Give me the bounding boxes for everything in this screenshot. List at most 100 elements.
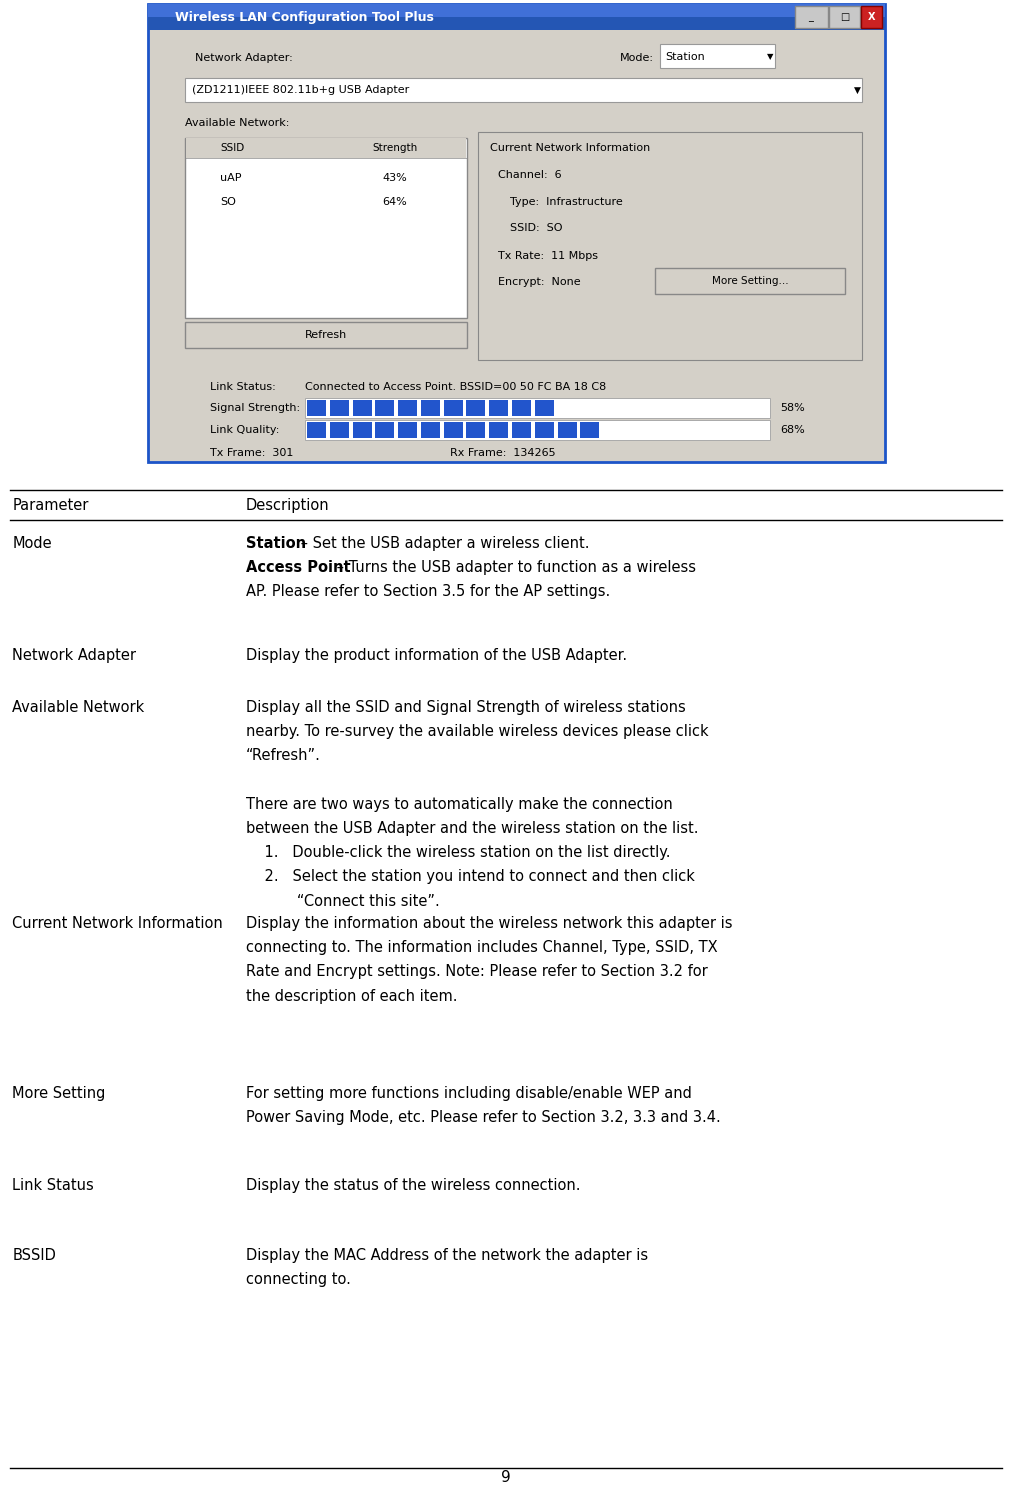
Text: Network Adapter:: Network Adapter: — [195, 52, 292, 63]
Text: Type:  Infrastructure: Type: Infrastructure — [510, 197, 622, 206]
Text: Tx Rate:  11 Mbps: Tx Rate: 11 Mbps — [497, 251, 598, 260]
Text: 43%: 43% — [382, 174, 407, 183]
FancyBboxPatch shape — [375, 422, 394, 438]
FancyBboxPatch shape — [659, 43, 774, 67]
FancyBboxPatch shape — [421, 422, 440, 438]
Text: Station: Station — [246, 536, 305, 551]
Text: 2.   Select the station you intend to connect and then click: 2. Select the station you intend to conn… — [246, 869, 695, 884]
Text: Description: Description — [246, 498, 330, 513]
FancyBboxPatch shape — [306, 399, 326, 416]
Text: Rate and Encrypt settings. Note: Please refer to Section 3.2 for: Rate and Encrypt settings. Note: Please … — [246, 965, 707, 980]
FancyBboxPatch shape — [512, 399, 531, 416]
Text: Connected to Access Point. BSSID=00 50 FC BA 18 C8: Connected to Access Point. BSSID=00 50 F… — [304, 381, 606, 392]
Text: Display the MAC Address of the network the adapter is: Display the MAC Address of the network t… — [246, 1248, 647, 1263]
FancyBboxPatch shape — [397, 399, 417, 416]
Text: Network Adapter: Network Adapter — [12, 648, 136, 663]
Text: – Turns the USB adapter to function as a wireless: – Turns the USB adapter to function as a… — [332, 560, 696, 574]
Text: More Setting: More Setting — [12, 1086, 105, 1101]
FancyBboxPatch shape — [795, 6, 827, 28]
FancyBboxPatch shape — [352, 399, 371, 416]
FancyBboxPatch shape — [186, 138, 465, 159]
Text: 58%: 58% — [779, 402, 804, 413]
FancyBboxPatch shape — [535, 422, 553, 438]
Text: X: X — [867, 12, 875, 22]
FancyBboxPatch shape — [466, 399, 485, 416]
Text: Available Network:: Available Network: — [185, 118, 289, 129]
FancyBboxPatch shape — [148, 4, 885, 462]
FancyBboxPatch shape — [352, 422, 371, 438]
FancyBboxPatch shape — [654, 268, 844, 295]
Text: Mode: Mode — [12, 536, 52, 551]
Text: Access Point: Access Point — [246, 560, 350, 574]
Text: Link Status: Link Status — [12, 1177, 94, 1192]
FancyBboxPatch shape — [375, 399, 394, 416]
Text: Display the information about the wireless network this adapter is: Display the information about the wirele… — [246, 916, 732, 931]
FancyBboxPatch shape — [330, 422, 349, 438]
Text: SO: SO — [219, 197, 236, 206]
FancyBboxPatch shape — [443, 399, 462, 416]
Text: connecting to. The information includes Channel, Type, SSID, TX: connecting to. The information includes … — [246, 939, 717, 954]
Text: – Set the USB adapter a wireless client.: – Set the USB adapter a wireless client. — [296, 536, 589, 551]
Text: Mode:: Mode: — [620, 52, 653, 63]
FancyBboxPatch shape — [477, 132, 861, 361]
Text: (ZD1211)IEEE 802.11b+g USB Adapter: (ZD1211)IEEE 802.11b+g USB Adapter — [192, 85, 408, 96]
FancyBboxPatch shape — [828, 6, 859, 28]
Text: Link Quality:: Link Quality: — [210, 425, 279, 435]
Text: Channel:  6: Channel: 6 — [497, 171, 561, 180]
Text: Strength: Strength — [372, 144, 418, 153]
FancyBboxPatch shape — [512, 422, 531, 438]
FancyBboxPatch shape — [443, 422, 462, 438]
Text: uAP: uAP — [219, 174, 242, 183]
Text: □: □ — [839, 12, 849, 22]
Text: Link Status:: Link Status: — [210, 381, 275, 392]
Text: ▼: ▼ — [852, 85, 859, 94]
Text: Wireless LAN Configuration Tool Plus: Wireless LAN Configuration Tool Plus — [175, 10, 434, 24]
FancyBboxPatch shape — [535, 399, 553, 416]
Text: BSSID: BSSID — [12, 1248, 56, 1263]
Text: Display the status of the wireless connection.: Display the status of the wireless conne… — [246, 1177, 580, 1192]
Text: connecting to.: connecting to. — [246, 1272, 351, 1287]
FancyBboxPatch shape — [488, 422, 508, 438]
Text: SSID: SSID — [219, 144, 244, 153]
FancyBboxPatch shape — [860, 6, 882, 28]
Text: Refresh: Refresh — [304, 331, 347, 340]
FancyBboxPatch shape — [148, 4, 885, 30]
FancyBboxPatch shape — [148, 4, 885, 16]
Text: For setting more functions including disable/enable WEP and: For setting more functions including dis… — [246, 1086, 692, 1101]
FancyBboxPatch shape — [488, 399, 508, 416]
Text: AP. Please refer to Section 3.5 for the AP settings.: AP. Please refer to Section 3.5 for the … — [246, 585, 610, 600]
Text: Current Network Information: Current Network Information — [489, 144, 650, 153]
Text: Available Network: Available Network — [12, 700, 145, 715]
FancyBboxPatch shape — [304, 398, 769, 417]
Text: SSID:  SO: SSID: SO — [510, 223, 562, 233]
Text: 64%: 64% — [382, 197, 407, 206]
FancyBboxPatch shape — [304, 420, 769, 440]
Text: Display the product information of the USB Adapter.: Display the product information of the U… — [246, 648, 627, 663]
Text: 68%: 68% — [779, 425, 804, 435]
Text: 9: 9 — [500, 1471, 511, 1486]
FancyBboxPatch shape — [330, 399, 349, 416]
Text: More Setting...: More Setting... — [711, 275, 788, 286]
Text: between the USB Adapter and the wireless station on the list.: between the USB Adapter and the wireless… — [246, 821, 698, 836]
FancyBboxPatch shape — [580, 422, 599, 438]
Text: Encrypt:  None: Encrypt: None — [497, 277, 580, 287]
FancyBboxPatch shape — [150, 30, 883, 459]
Text: ▼: ▼ — [766, 52, 772, 61]
FancyBboxPatch shape — [306, 422, 326, 438]
Text: Current Network Information: Current Network Information — [12, 916, 222, 931]
Text: There are two ways to automatically make the connection: There are two ways to automatically make… — [246, 797, 672, 812]
FancyBboxPatch shape — [466, 422, 485, 438]
FancyBboxPatch shape — [185, 78, 861, 102]
Text: Tx Frame:  301: Tx Frame: 301 — [210, 447, 293, 458]
Text: Station: Station — [664, 52, 704, 61]
Text: “Connect this site”.: “Connect this site”. — [246, 893, 439, 908]
Text: 1.   Double-click the wireless station on the list directly.: 1. Double-click the wireless station on … — [246, 845, 669, 860]
Text: the description of each item.: the description of each item. — [246, 989, 457, 1004]
Text: _: _ — [808, 12, 813, 22]
FancyBboxPatch shape — [185, 138, 466, 319]
FancyBboxPatch shape — [397, 422, 417, 438]
Text: nearby. To re-survey the available wireless devices please click: nearby. To re-survey the available wirel… — [246, 724, 708, 739]
Text: Signal Strength:: Signal Strength: — [210, 402, 300, 413]
Text: Power Saving Mode, etc. Please refer to Section 3.2, 3.3 and 3.4.: Power Saving Mode, etc. Please refer to … — [246, 1110, 720, 1125]
FancyBboxPatch shape — [421, 399, 440, 416]
